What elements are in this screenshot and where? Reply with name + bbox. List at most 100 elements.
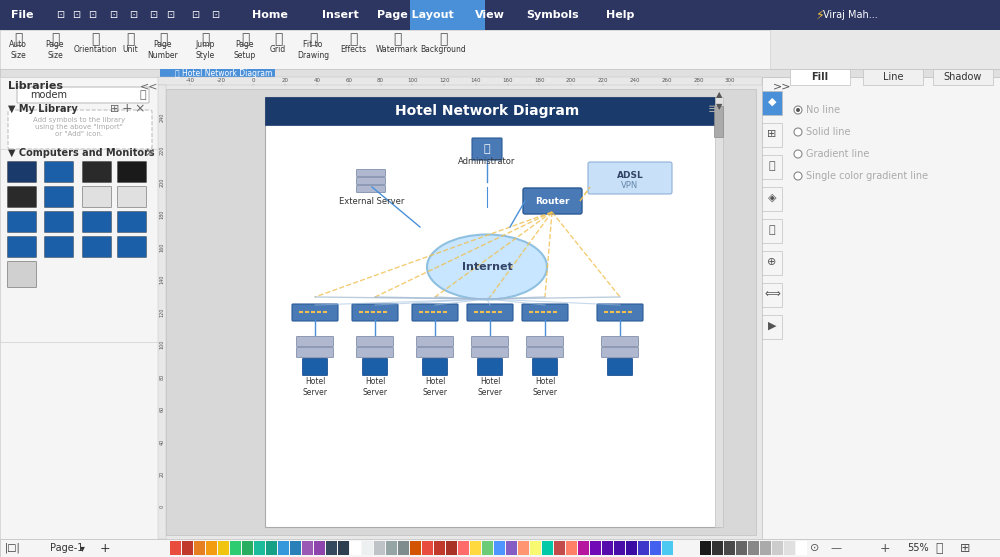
- FancyBboxPatch shape: [296, 336, 334, 346]
- Text: ⬜: ⬜: [439, 32, 447, 46]
- Text: View: View: [475, 10, 505, 20]
- Text: ⬜: ⬜: [274, 32, 282, 46]
- FancyBboxPatch shape: [762, 77, 1000, 539]
- Bar: [422, 541, 433, 555]
- Text: VPN: VPN: [621, 180, 639, 189]
- FancyBboxPatch shape: [597, 304, 643, 321]
- FancyBboxPatch shape: [0, 30, 770, 70]
- Text: ⬜: ⬜: [51, 32, 59, 46]
- FancyBboxPatch shape: [790, 69, 850, 85]
- Text: 180: 180: [534, 79, 545, 84]
- Text: ⬜: ⬜: [159, 32, 167, 46]
- Text: ⬜: ⬜: [309, 32, 317, 46]
- Text: Fill: Fill: [811, 72, 829, 82]
- Bar: [410, 541, 421, 555]
- Text: No line: No line: [806, 105, 840, 115]
- Bar: [254, 541, 265, 555]
- Text: Orientation: Orientation: [73, 46, 117, 55]
- Text: ⊡: ⊡: [72, 10, 80, 20]
- FancyBboxPatch shape: [714, 106, 724, 138]
- Text: 160: 160: [502, 79, 513, 84]
- Text: Administrator: Administrator: [458, 158, 516, 167]
- Text: 220: 220: [598, 79, 608, 84]
- Text: 0: 0: [252, 79, 255, 84]
- Text: 40: 40: [160, 438, 164, 445]
- Text: ⬜: ⬜: [241, 32, 249, 46]
- Bar: [206, 541, 217, 555]
- Text: +: +: [100, 541, 111, 555]
- Text: —: —: [830, 543, 841, 553]
- Text: Page-1: Page-1: [50, 543, 83, 553]
- Bar: [518, 541, 529, 555]
- Text: Gradient line: Gradient line: [806, 149, 869, 159]
- Text: ⬜: ⬜: [349, 32, 357, 46]
- Bar: [494, 541, 505, 555]
- FancyBboxPatch shape: [118, 212, 146, 232]
- FancyBboxPatch shape: [302, 359, 328, 375]
- Text: ⊙: ⊙: [810, 543, 819, 553]
- Text: 🔍: 🔍: [140, 90, 147, 100]
- FancyBboxPatch shape: [602, 348, 639, 358]
- FancyBboxPatch shape: [0, 69, 1000, 77]
- FancyBboxPatch shape: [762, 251, 782, 275]
- Text: Symbols: Symbols: [527, 10, 579, 20]
- Text: Solid line: Solid line: [806, 127, 850, 137]
- FancyBboxPatch shape: [352, 304, 398, 321]
- FancyBboxPatch shape: [292, 304, 338, 321]
- FancyBboxPatch shape: [356, 178, 386, 184]
- FancyBboxPatch shape: [265, 97, 720, 527]
- FancyBboxPatch shape: [472, 336, 509, 346]
- FancyBboxPatch shape: [526, 348, 564, 358]
- FancyBboxPatch shape: [296, 348, 334, 358]
- FancyBboxPatch shape: [0, 0, 1000, 30]
- Text: ▼: ▼: [716, 102, 722, 111]
- Text: ⬜: ⬜: [393, 32, 401, 46]
- Bar: [650, 541, 661, 555]
- Circle shape: [794, 128, 802, 136]
- FancyBboxPatch shape: [762, 123, 782, 147]
- FancyBboxPatch shape: [118, 237, 146, 257]
- FancyBboxPatch shape: [8, 110, 152, 149]
- FancyBboxPatch shape: [8, 261, 36, 287]
- Text: ⊡: ⊡: [109, 10, 117, 20]
- FancyBboxPatch shape: [715, 97, 723, 527]
- Text: |□|: |□|: [5, 543, 21, 553]
- Text: ⊕: ⊕: [767, 257, 777, 267]
- FancyBboxPatch shape: [356, 169, 386, 177]
- Text: <<: <<: [140, 81, 158, 91]
- Text: 💻: 💻: [484, 144, 490, 154]
- FancyBboxPatch shape: [356, 336, 394, 346]
- Text: 80: 80: [377, 79, 384, 84]
- FancyBboxPatch shape: [44, 237, 74, 257]
- Text: Page
Number: Page Number: [148, 40, 178, 60]
- Text: ⊡: ⊡: [149, 10, 157, 20]
- Bar: [506, 541, 517, 555]
- Text: File: File: [11, 10, 33, 20]
- Text: 120: 120: [160, 307, 164, 317]
- Text: 280: 280: [693, 79, 704, 84]
- Text: ⊡: ⊡: [129, 10, 137, 20]
- Bar: [760, 541, 771, 555]
- Text: Hotel
Server: Hotel Server: [422, 377, 448, 397]
- FancyBboxPatch shape: [44, 187, 74, 208]
- FancyBboxPatch shape: [410, 0, 485, 30]
- Text: Home: Home: [252, 10, 288, 20]
- Bar: [784, 541, 795, 555]
- Text: 240: 240: [160, 113, 164, 122]
- Bar: [230, 541, 241, 555]
- Text: Auto
Size: Auto Size: [9, 40, 27, 60]
- FancyBboxPatch shape: [8, 162, 36, 183]
- Bar: [566, 541, 577, 555]
- Bar: [290, 541, 301, 555]
- FancyBboxPatch shape: [416, 336, 454, 346]
- Bar: [302, 541, 313, 555]
- Bar: [542, 541, 553, 555]
- Text: 200: 200: [160, 178, 164, 187]
- FancyBboxPatch shape: [17, 87, 149, 103]
- FancyBboxPatch shape: [472, 138, 502, 160]
- Text: ⚡: ⚡: [816, 8, 824, 22]
- FancyBboxPatch shape: [762, 187, 782, 211]
- Text: Insert: Insert: [322, 10, 358, 20]
- Text: Grid: Grid: [270, 46, 286, 55]
- Text: modem: modem: [30, 90, 67, 100]
